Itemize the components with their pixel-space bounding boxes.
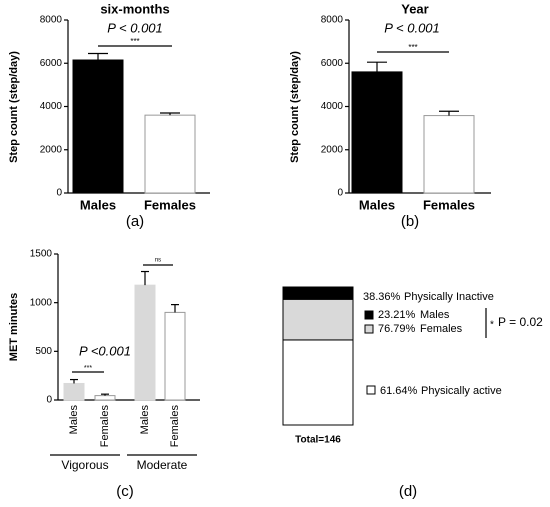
value-label: 76.79% [378,323,416,335]
x-tick-label: Males [139,405,151,435]
segment-label: Physically Inactive [404,291,494,303]
caption: (d) [399,483,417,500]
y-tick-label: 0 [46,395,52,406]
significance: *** [84,365,92,372]
chart-title: Year [401,1,428,16]
bar-segment [282,339,354,426]
group-label: Vigorous [61,458,108,472]
x-tick-label: Males [359,197,395,212]
legend-swatch [364,310,374,320]
y-axis-label: Step count (step/day) [289,51,301,163]
x-tick-label: Females [169,405,181,448]
legend-label: Females [420,323,463,335]
bar [134,284,156,401]
legend-label: Males [420,309,450,321]
bar-segment [282,298,354,341]
y-tick-label: 6000 [40,58,63,69]
value-label: 23.21% [378,309,416,321]
p-value: P <0.001 [79,343,131,358]
p-value: P < 0.001 [107,20,163,35]
y-tick-label: 4000 [40,101,63,112]
value-label: 38.36% [363,291,401,303]
y-axis-label: Step count (step/day) [8,51,20,163]
x-tick-label: Females [144,197,196,212]
value-label: 61.64% [380,385,418,397]
y-tick-label: 2000 [40,144,63,155]
p-value: P = 0.02 [498,315,543,329]
significance: * [490,320,494,331]
y-tick-label: 0 [337,188,343,199]
bar-segment [282,286,354,300]
legend-swatch [366,385,376,395]
significance: *** [408,43,417,52]
chart-title: six-months [100,1,169,16]
y-tick-label: 8000 [321,15,344,26]
legend-swatch [364,324,374,334]
y-tick-label: 500 [35,346,52,357]
caption: (c) [116,483,134,500]
y-axis-label: MET minutes [8,293,20,361]
bar [63,382,85,401]
x-tick-label: Males [68,405,80,435]
significance: ns [155,258,161,264]
group-label: Moderate [137,458,188,472]
segment-label: Physically active [421,385,502,397]
x-tick-label: Females [423,197,475,212]
total-label: Total=146 [295,435,341,446]
y-tick-label: 4000 [321,101,344,112]
p-value: P < 0.001 [384,20,440,35]
bar [351,71,403,194]
significance: *** [130,37,139,46]
x-tick-label: Males [80,197,116,212]
y-tick-label: 2000 [321,144,344,155]
caption: (a) [126,213,144,230]
y-tick-label: 1500 [30,249,53,260]
bar [423,115,475,194]
y-tick-label: 0 [56,188,62,199]
y-tick-label: 6000 [321,58,344,69]
y-tick-label: 1000 [30,297,53,308]
bar [72,59,124,194]
bar [94,395,116,401]
bar [144,114,196,194]
caption: (b) [401,213,419,230]
x-tick-label: Females [99,405,111,448]
y-tick-label: 8000 [40,15,63,26]
bar [164,311,186,401]
